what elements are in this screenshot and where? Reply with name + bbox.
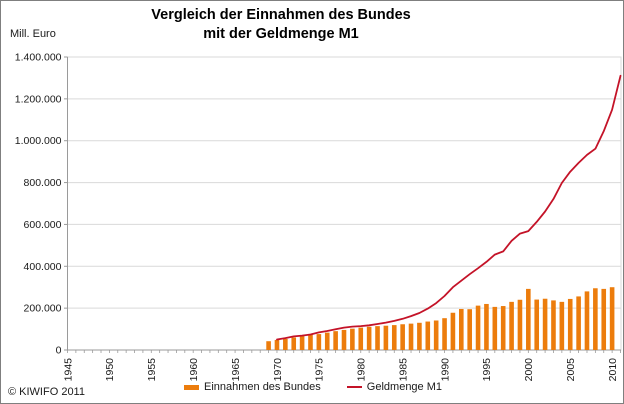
chart-legend: Einnahmen des Bundes Geldmenge M1 [1,381,623,393]
copyright-label: © KIWIFO 2011 [8,386,85,398]
y-tick-label: 1.200.000 [15,93,62,105]
revenue-bar [567,298,573,350]
revenue-bar [291,337,297,350]
revenue-bar [459,308,464,350]
legend-item-geldmenge: Geldmenge M1 [346,381,443,393]
revenue-bar [383,325,389,350]
revenue-bar [400,324,405,350]
revenue-bar [341,329,347,350]
x-axis-ticks: 1945 1950 1955 1960 1965 1970 1975 1980 1985 1990… [62,350,621,382]
legend-item-einnahmen: Einnahmen des Bundes [183,381,321,393]
revenue-bar [333,331,338,350]
y-tick-label: 600.000 [24,219,62,231]
revenue-bar [475,305,481,350]
revenue-bar [559,301,565,350]
x-tick-label: 1945 [62,358,74,382]
x-tick-label: 2000 [523,358,535,382]
legend-line-swatch [346,386,362,388]
y-tick-label: 0 [56,345,62,357]
revenue-bar [408,323,414,350]
x-tick-label: 1980 [356,358,368,382]
revenue-bar [350,328,355,350]
revenue-bar [584,291,590,350]
m1-line [276,74,622,341]
bars-einnahmen-des-bundes [266,287,615,350]
chart-title-line1: Vergleich der Einnahmen des Bundes [151,7,411,23]
revenue-bar [576,296,581,350]
x-tick-label: 2005 [565,358,577,382]
x-tick-label: 1960 [188,358,200,382]
revenue-bar [308,334,313,350]
legend-bar-swatch [183,384,199,390]
x-tick-label: 1950 [104,358,116,382]
revenue-bar [500,306,506,350]
revenue-bar [283,338,288,350]
x-tick-label: 1990 [439,358,451,382]
revenue-bar [324,332,330,350]
x-tick-label: 1955 [146,358,158,382]
x-tick-label: 1985 [397,358,409,382]
y-tick-label: 200.000 [24,303,62,315]
y-tick-label: 800.000 [24,177,62,189]
revenue-bar [450,312,456,350]
revenue-bar [316,334,322,350]
y-axis-ticks: 0 200.000 400.000 600.000 800.000 1.000.000 1.… [15,52,68,357]
revenue-bar [442,318,447,350]
revenue-bar [526,288,531,350]
x-tick-label: 1970 [272,358,284,382]
revenue-bar [391,325,397,350]
revenue-bar [601,288,607,350]
legend-label-einnahmen: Einnahmen des Bundes [203,381,321,393]
revenue-bar [425,321,431,350]
revenue-bar [366,326,372,350]
legend-label-geldmenge: Geldmenge M1 [366,381,443,393]
revenue-bar [266,341,271,350]
revenue-bar [274,339,280,350]
x-tick-label: 1975 [314,358,326,382]
revenue-bar [299,335,305,350]
revenue-bar [609,287,615,350]
revenue-bar [551,300,556,350]
x-tick-label: 1965 [230,358,242,382]
chart-title: Vergleich der Einnahmen des Bundes mit d… [1,6,561,43]
revenue-bar [509,301,514,350]
revenue-bar [534,299,540,350]
y-tick-label: 400.000 [24,261,62,273]
revenue-bar [375,326,380,350]
revenue-bar [492,306,498,350]
chart-title-line2: mit der Geldmenge M1 [203,25,359,42]
x-tick-label: 1995 [481,358,493,382]
revenue-bar [358,327,364,350]
revenue-bar [593,288,598,350]
revenue-bar [417,322,422,350]
revenue-bar [433,320,439,350]
revenue-bar [542,298,548,350]
y-tick-label: 1.400.000 [15,52,62,64]
x-tick-label: 2010 [607,358,619,382]
revenue-bar [517,299,523,350]
revenue-bar [484,303,489,350]
y-tick-label: 1.000.000 [15,135,62,147]
gridlines [67,56,621,309]
y-axis-unit-label: Mill. Euro [10,28,56,40]
revenue-bar [467,309,472,350]
